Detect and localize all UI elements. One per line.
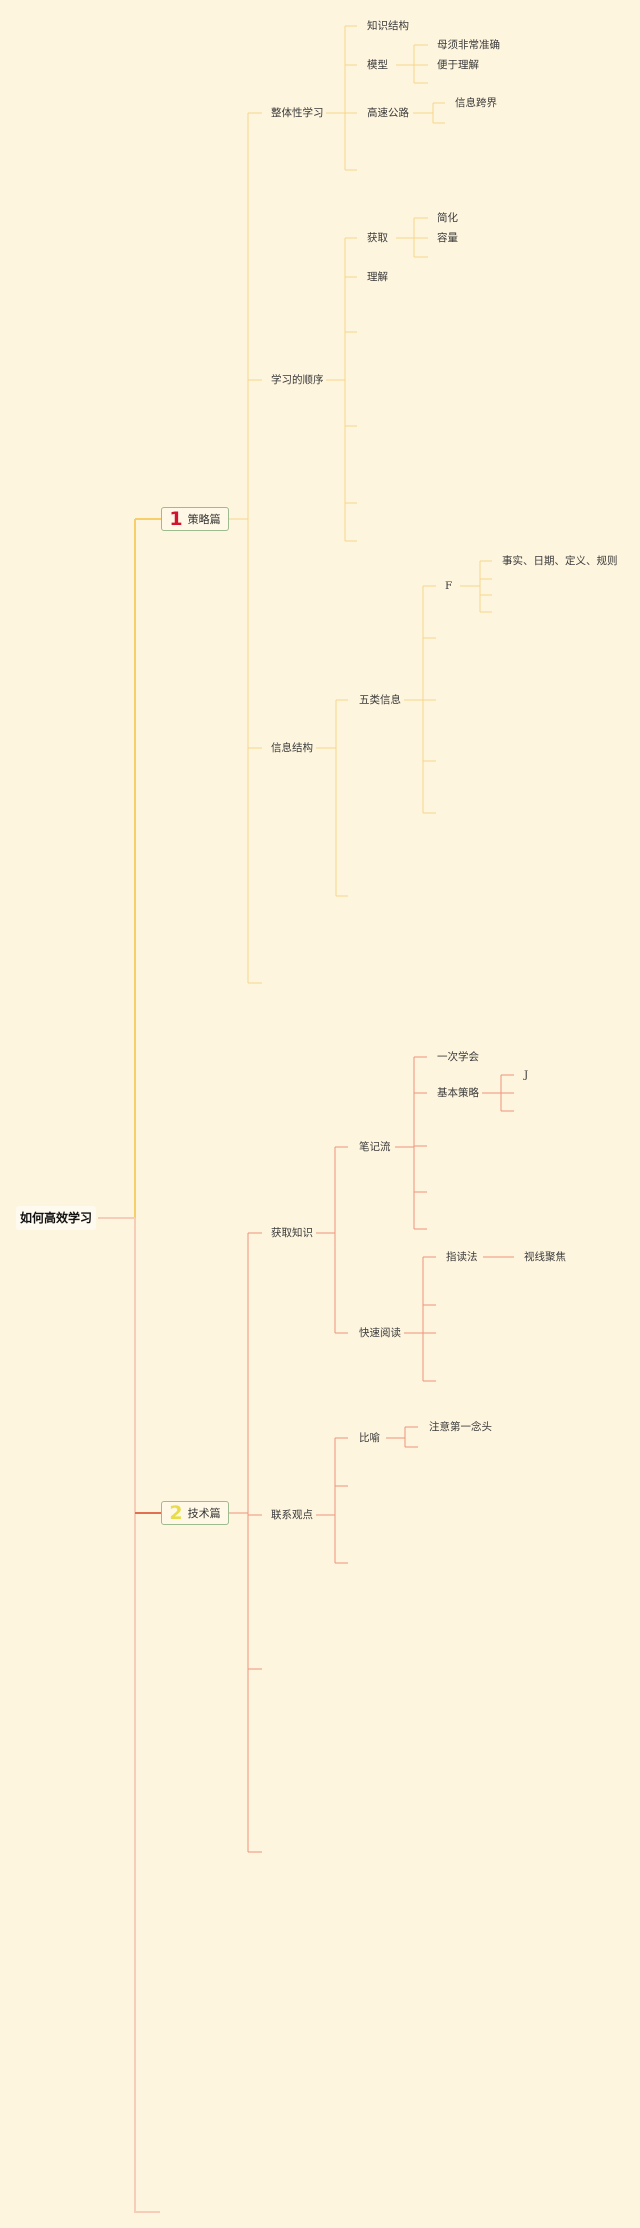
b1-model-children [396,44,428,84]
node-model[interactable]: 模型 [367,59,388,71]
node-knowledge-structure[interactable]: 知识结构 [367,20,409,32]
b2-notes-children [395,1056,427,1230]
number-badge-icon: 1 [169,508,183,530]
node-speed-reading[interactable]: 快速阅读 [359,1327,401,1339]
node-must-be-accurate[interactable]: 母须非常准确 [437,39,500,51]
node-f[interactable]: F [445,580,453,592]
b1-n1-children [326,25,357,171]
number-badge-icon: 2 [169,1502,183,1524]
b1-five-children [404,585,436,814]
node-capacity[interactable]: 容量 [437,232,458,244]
b1-acquire-children [396,217,428,258]
root-node[interactable]: 如何高效学习 [16,1206,96,1230]
b1-f-children [460,560,492,613]
node-cross-domain[interactable]: 信息跨界 [455,97,497,109]
branch-label: 策略篇 [187,513,221,526]
branch-label: 技术篇 [187,1507,221,1520]
b2-n2-children [316,1437,348,1564]
b2-metaphor-children [386,1426,418,1448]
node-basic-strategy[interactable]: 基本策略 [437,1087,479,1099]
b1-n3-children [316,699,348,897]
node-acquire[interactable]: 获取 [367,232,388,244]
trunk-lower [134,1218,160,2213]
node-understand[interactable]: 理解 [367,271,388,283]
b1-n2-children [326,237,357,542]
b2-n1-children [316,1146,348,1334]
node-learn-once[interactable]: 一次学会 [437,1051,479,1063]
node-acquire-knowledge[interactable]: 获取知识 [271,1227,313,1239]
b2-level2 [229,1232,262,1853]
node-metaphor[interactable]: 比喻 [359,1432,380,1444]
node-holistic-learning[interactable]: 整体性学习 [271,107,324,119]
node-info-structure[interactable]: 信息结构 [271,742,313,754]
b1-highway-children [413,102,445,124]
node-learning-order[interactable]: 学习的顺序 [271,374,324,386]
node-gaze-focus[interactable]: 视线聚焦 [524,1251,566,1263]
node-simplify[interactable]: 简化 [437,212,458,224]
b1-level2 [229,112,262,984]
b2-reading-children [404,1256,436,1382]
branch-node-technique[interactable]: 2 技术篇 [161,1501,229,1525]
node-connect-ideas[interactable]: 联系观点 [271,1509,313,1521]
node-j[interactable]: J [524,1069,529,1081]
node-easy-to-understand[interactable]: 便于理解 [437,59,479,71]
node-five-info-types[interactable]: 五类信息 [359,694,401,706]
node-highway[interactable]: 高速公路 [367,107,409,119]
branch-node-strategy[interactable]: 1 策略篇 [161,507,229,531]
node-note-flow[interactable]: 笔记流 [359,1141,391,1153]
node-facts-dates[interactable]: 事实、日期、定义、规则 [502,555,618,567]
node-first-thought[interactable]: 注意第一念头 [429,1421,492,1433]
b2-strategy-children [482,1074,514,1112]
node-finger-reading[interactable]: 指读法 [446,1251,478,1263]
